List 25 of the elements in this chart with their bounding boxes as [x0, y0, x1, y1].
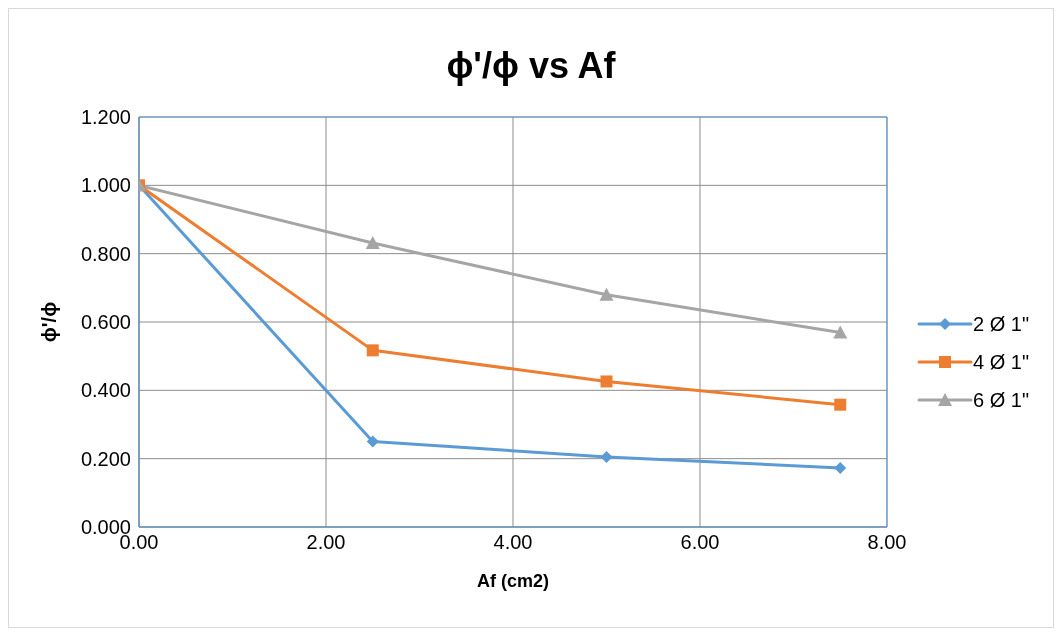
legend-label: 2 Ø 1": [972, 312, 1029, 336]
point: [600, 450, 613, 463]
point: [834, 398, 847, 411]
chart-title: ϕ'/ϕ vs Af: [445, 44, 617, 88]
y-tick-label: 0.800: [80, 242, 131, 265]
x-tick-label: 4.00: [493, 531, 533, 554]
y-tick-label: 1.000: [80, 174, 131, 197]
y-tick-label: 0.200: [80, 447, 131, 470]
y-tick-label: 0.400: [80, 379, 131, 402]
y-tick-label: 1.200: [80, 106, 131, 129]
y-axis-title: ϕ'/ϕ: [38, 301, 61, 343]
point: [600, 375, 613, 388]
point: [599, 287, 614, 301]
x-axis-title: Af (cm2): [476, 571, 549, 591]
y-tick-label: 0.600: [80, 311, 131, 334]
point: [833, 325, 848, 339]
legend-label: 6 Ø 1": [972, 388, 1029, 412]
x-tick-label: 6.00: [680, 531, 720, 554]
point: [366, 344, 379, 357]
x-tick-label: 8.00: [867, 531, 907, 554]
point: [834, 461, 847, 474]
point: [366, 435, 379, 448]
legend-label: 4 Ø 1": [972, 350, 1029, 374]
point: [365, 236, 380, 250]
x-tick-label: 2.00: [306, 531, 346, 554]
